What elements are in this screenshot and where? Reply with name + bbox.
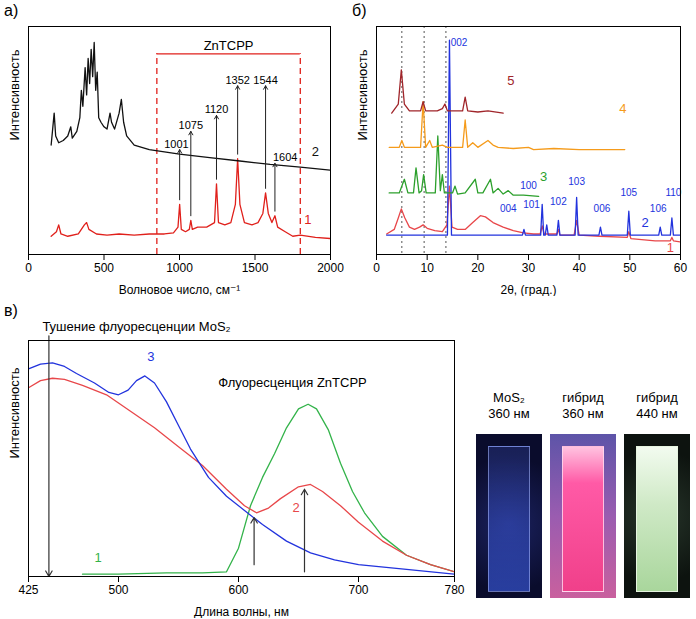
svg-text:Длина волны, нм: Длина волны, нм [194, 605, 289, 619]
html-text:440 нм: 440 нм [636, 406, 678, 421]
html-text:360 нм: 360 нм [562, 406, 604, 421]
html-text:а): а) [4, 2, 19, 19]
svg-text:3: 3 [147, 349, 154, 364]
svg-text:2: 2 [312, 144, 319, 159]
svg-text:110: 110 [665, 187, 681, 198]
svg-text:40: 40 [572, 261, 586, 275]
svg-text:1604: 1604 [273, 151, 297, 163]
svg-text:700: 700 [348, 583, 368, 597]
svg-text:Интенсивность: Интенсивность [355, 49, 370, 140]
svg-text:0: 0 [25, 261, 32, 275]
svg-text:1001: 1001 [164, 138, 188, 150]
svg-text:50: 50 [623, 261, 637, 275]
svg-text:2: 2 [641, 215, 648, 230]
svg-text:105: 105 [620, 187, 637, 198]
svg-text:1075: 1075 [179, 119, 203, 131]
svg-text:1000: 1000 [166, 261, 193, 275]
svg-text:101: 101 [523, 199, 540, 210]
svg-text:1544: 1544 [253, 74, 277, 86]
html-text:в): в) [4, 302, 18, 319]
svg-text:1500: 1500 [242, 261, 269, 275]
html-text:б): б) [352, 2, 367, 19]
svg-text:10: 10 [420, 261, 434, 275]
svg-text:103: 103 [568, 176, 585, 187]
svg-text:002: 002 [451, 37, 468, 48]
svg-text:Флуоресценция ZnTCPP: Флуоресценция ZnTCPP [218, 375, 366, 390]
svg-text:60: 60 [674, 261, 688, 275]
svg-text:2: 2 [292, 500, 299, 515]
svg-text:Интенсивность: Интенсивность [7, 367, 22, 458]
html-text:гибрид: гибрид [562, 390, 604, 405]
svg-text:Волновое число, см⁻¹: Волновое число, см⁻¹ [119, 283, 241, 297]
svg-text:106: 106 [650, 203, 667, 214]
svg-text:1120: 1120 [205, 103, 229, 115]
svg-text:5: 5 [507, 73, 514, 88]
svg-text:3: 3 [540, 169, 547, 184]
svg-text:004: 004 [500, 203, 517, 214]
svg-text:102: 102 [550, 196, 567, 207]
svg-text:780: 780 [444, 583, 464, 597]
svg-text:100: 100 [520, 180, 537, 191]
svg-text:20: 20 [471, 261, 485, 275]
html-text:гибрид: гибрид [636, 390, 678, 405]
svg-text:2θ, (град.): 2θ, (град.) [500, 283, 556, 297]
html-text:360 нм: 360 нм [488, 406, 530, 421]
svg-text:500: 500 [94, 261, 114, 275]
svg-text:0: 0 [373, 261, 380, 275]
svg-text:600: 600 [228, 583, 248, 597]
svg-text:1: 1 [94, 550, 101, 565]
svg-text:Интенсивность: Интенсивность [7, 49, 22, 140]
svg-text:425: 425 [18, 583, 38, 597]
svg-text:500: 500 [108, 583, 128, 597]
html-text:MoS₂: MoS₂ [493, 390, 525, 405]
svg-text:1: 1 [304, 212, 311, 227]
svg-text:4: 4 [619, 101, 626, 116]
svg-text:2000: 2000 [317, 261, 344, 275]
svg-text:ZnTCPP: ZnTCPP [204, 38, 254, 53]
svg-text:1: 1 [667, 240, 674, 255]
svg-text:30: 30 [522, 261, 536, 275]
svg-text:Тушение флуоресценции MoS₂: Тушение флуоресценции MoS₂ [42, 319, 230, 334]
svg-text:1352: 1352 [225, 74, 249, 86]
svg-text:006: 006 [594, 203, 611, 214]
